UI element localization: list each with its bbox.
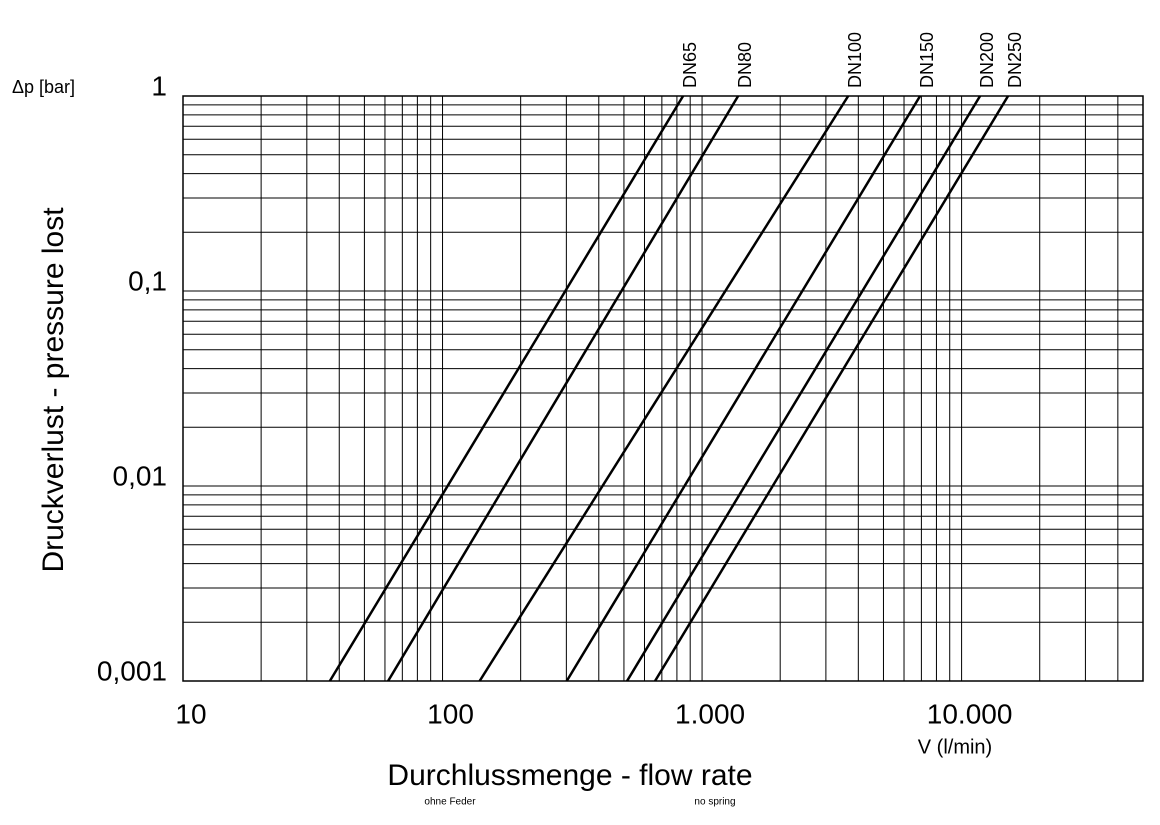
series-label: DN65: [680, 42, 700, 88]
x-tick-label: 1.000: [675, 698, 745, 729]
x-tick-label: 100: [427, 698, 474, 729]
x-axis-title: Durchlussmenge - flow rate: [387, 759, 752, 792]
x-tick-label: 10: [175, 698, 206, 729]
series-label: DN250: [1005, 32, 1025, 88]
note: ohne Feder: [424, 797, 476, 808]
y-unit-label: Δp [bar]: [12, 77, 75, 97]
series-line: [328, 95, 685, 682]
y-axis-title: Druckverlust - pressure lost: [37, 207, 70, 573]
series-label: DN150: [917, 32, 937, 88]
x-unit-label: V (l/min): [918, 736, 992, 758]
series-label: DN200: [977, 32, 997, 88]
plot-frame: [182, 95, 1144, 682]
note: no spring: [694, 797, 735, 808]
series-line: [625, 95, 982, 682]
y-tick-label: 1: [151, 70, 167, 101]
y-tick-label: 0,001: [97, 655, 167, 686]
series-line: [653, 95, 1010, 682]
series-line: [478, 95, 850, 682]
y-tick-label: 0,1: [128, 265, 167, 296]
series-line: [387, 95, 740, 682]
series-label: DN80: [735, 42, 755, 88]
series-line: [565, 95, 922, 682]
series-label: DN100: [845, 32, 865, 88]
y-tick-label: 0,01: [113, 460, 168, 491]
x-tick-label: 10.000: [927, 698, 1013, 729]
